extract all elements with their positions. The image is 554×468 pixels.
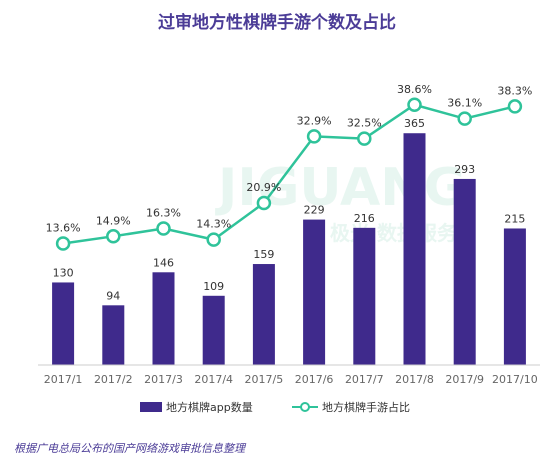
bar-value-label: 130 xyxy=(53,266,74,279)
bar-value-label: 146 xyxy=(153,256,174,269)
line-point-2017/10 xyxy=(507,99,523,114)
percent-label: 32.5% xyxy=(347,117,382,130)
bar-2017/8 xyxy=(403,133,426,365)
bar-value-label: 215 xyxy=(504,212,525,225)
source-note: 根据广电总局公布的国产网络游戏审批信息整理 xyxy=(14,442,245,455)
percent-label: 16.3% xyxy=(146,207,181,220)
x-tick-label: 2017/6 xyxy=(295,373,334,386)
percent-label: 20.9% xyxy=(246,181,281,194)
bar-2017/6 xyxy=(303,219,326,365)
bar-value-label: 109 xyxy=(203,280,224,293)
bar-swatch-icon xyxy=(140,402,162,412)
x-tick-label: 2017/3 xyxy=(144,373,183,386)
percentage-line xyxy=(62,103,516,245)
line-point-2017/4 xyxy=(206,232,221,247)
bar-value-label: 216 xyxy=(354,212,375,225)
line-point-2017/6 xyxy=(306,129,322,144)
bar-value-labels: 130 94 146 109 159 229 216 365 293 215 xyxy=(53,117,526,302)
percent-label: 38.3% xyxy=(497,84,532,97)
bar-series xyxy=(52,133,526,365)
x-tick-label: 2017/2 xyxy=(94,373,133,386)
line-point-2017/3 xyxy=(156,221,171,236)
line-point-2017/1 xyxy=(55,236,71,251)
x-tick-label: 2017/9 xyxy=(445,373,484,386)
bar-value-label: 159 xyxy=(253,248,274,261)
line-point-2017/2 xyxy=(106,229,121,244)
percent-label: 36.1% xyxy=(447,97,482,110)
line-value-labels: 13.6% 14.9% 16.3% 14.3% 20.9% 32.9% 32.5% 38.6%… xyxy=(46,83,533,235)
line-marker-icon xyxy=(300,402,310,412)
line-series xyxy=(55,97,523,251)
bar-value-label: 229 xyxy=(304,204,325,217)
line-point-2017/7 xyxy=(357,131,372,146)
legend-line-label: 地方棋牌手游占比 xyxy=(322,400,410,414)
bar-2017/9 xyxy=(453,178,476,365)
x-tick-label: 2017/10 xyxy=(492,373,538,386)
percent-label: 14.3% xyxy=(196,218,231,231)
bar-value-label: 94 xyxy=(106,289,120,302)
legend: 地方棋牌app数量 地方棋牌手游占比 xyxy=(140,400,410,414)
bar-2017/10 xyxy=(503,228,526,365)
x-tick-label: 2017/7 xyxy=(345,373,384,386)
percent-label: 38.6% xyxy=(397,83,432,96)
bar-2017/3 xyxy=(152,272,175,365)
percent-label: 14.9% xyxy=(96,214,131,227)
chart-title: 过审地方性棋牌手游个数及占比 xyxy=(158,13,396,33)
x-axis-ticks: 2017/1 2017/2 2017/3 2017/4 2017/5 2017/6 2017… xyxy=(44,373,538,386)
watermark: JIGUANG 极光 数据服务 xyxy=(215,158,466,245)
legend-bar-label: 地方棋牌app数量 xyxy=(166,400,253,414)
line-point-2017/5 xyxy=(256,195,272,211)
bar-2017/7 xyxy=(353,227,376,365)
bar-2017/5 xyxy=(252,264,275,365)
bar-2017/1 xyxy=(52,282,75,365)
x-tick-label: 2017/4 xyxy=(194,373,233,386)
bar-value-label: 365 xyxy=(404,117,425,130)
bar-2017/2 xyxy=(102,305,125,365)
percent-label: 32.9% xyxy=(297,114,332,127)
x-tick-label: 2017/1 xyxy=(44,373,83,386)
x-tick-label: 2017/5 xyxy=(245,373,284,386)
line-point-2017/8 xyxy=(407,97,422,113)
percent-label: 13.6% xyxy=(46,222,81,235)
watermark-sub: 极光 数据服务 xyxy=(330,221,458,245)
line-point-2017/9 xyxy=(457,111,472,126)
x-tick-label: 2017/8 xyxy=(395,373,434,386)
bar-2017/4 xyxy=(202,295,225,365)
bar-value-label: 293 xyxy=(454,163,475,176)
